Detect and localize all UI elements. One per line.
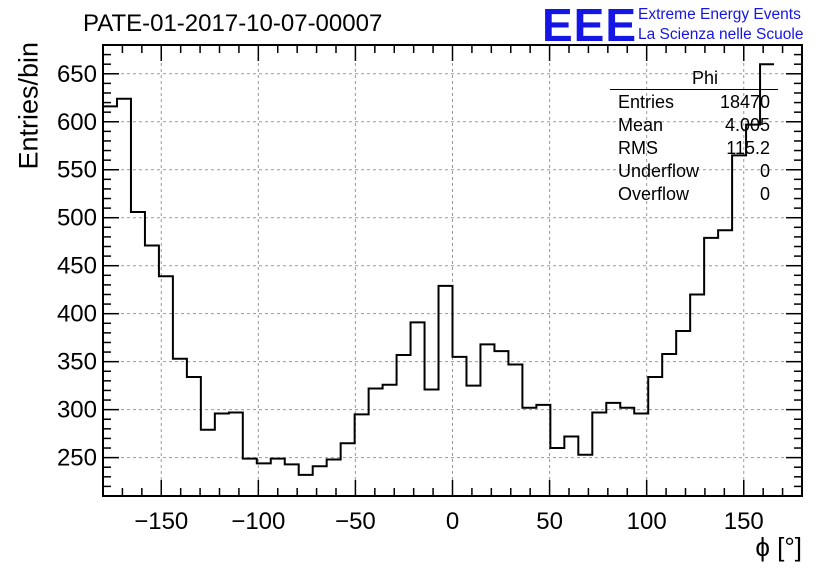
stats-label: Underflow [618,161,700,181]
x-tick-label: 100 [627,508,667,535]
stats-label: Entries [618,92,675,112]
x-tick-label: 50 [536,508,563,535]
eee-logo: EEE [542,0,638,51]
stats-value: 115.2 [726,138,770,158]
x-tick-label: −100 [231,508,285,535]
y-tick-label: 300 [57,397,97,424]
stats-value: 4.005 [724,115,770,135]
stats-row: Entries 18470 [610,91,778,114]
stats-row: Mean 4.005 [610,114,778,137]
y-axis-label: Entries/bin [13,41,44,170]
stats-name: Phi [691,68,718,88]
stats-value: 0 [759,184,770,204]
y-tick-label: 550 [57,157,97,184]
logo-line-1: Extreme Energy Events [638,6,801,23]
histogram-outline [103,63,775,476]
plot-frame [102,44,803,497]
grid-lines [103,45,802,496]
stats-box: Phi Entries 18470 Mean 4.005 RMS 115.2 Unde… [610,68,778,206]
y-tick-label: 600 [57,109,97,136]
stats-label: RMS [618,138,658,158]
stats-value: 18470 [719,92,770,112]
stats-value: 0 [759,161,770,181]
x-tick-label: −50 [335,508,376,535]
y-tick-label: 450 [57,253,97,280]
y-tick-label: 650 [57,61,97,88]
y-tick-label: 350 [57,349,97,376]
x-axis-label: ϕ [°] [755,532,802,562]
stats-row: Underflow 0 [610,160,778,183]
y-tick-label: 500 [57,205,97,232]
y-tick-label: 250 [57,445,97,472]
stats-row: Overflow 0 [610,183,778,206]
x-tick-label: 0 [446,508,459,535]
logo-line-2: La Scienza nelle Scuole [638,26,804,43]
tick-labels: −150 −100 −50 0 50 100 150 250 300 350 400 450 500 55… [57,61,764,535]
y-tick-label: 400 [57,301,97,328]
stats-row: RMS 115.2 [610,137,778,160]
histogram-title: PATE-01-2017-10-07-00007 [83,10,383,37]
stats-divider [610,89,778,90]
x-tick-label: −150 [134,508,188,535]
stats-label: Overflow [618,184,690,204]
stats-label: Mean [618,115,664,135]
x-tick-label: 150 [724,508,764,535]
